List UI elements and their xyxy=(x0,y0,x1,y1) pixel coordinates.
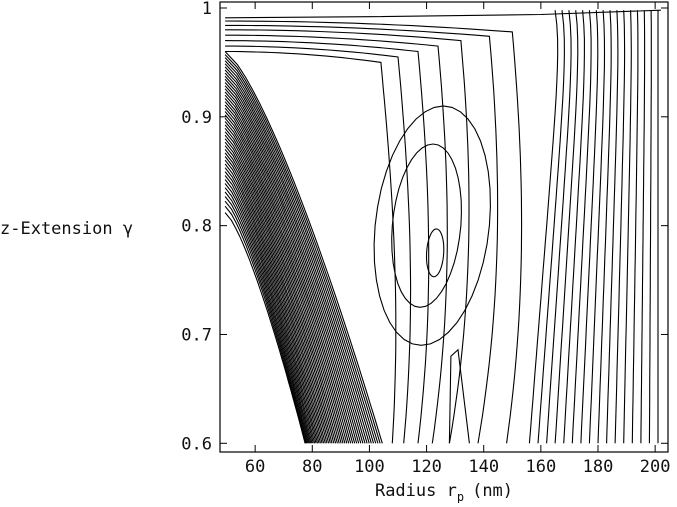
contour-line xyxy=(224,159,320,444)
contour-line xyxy=(224,114,342,444)
contour-line xyxy=(588,10,606,444)
contour-line xyxy=(580,10,599,444)
x-axis-title: Radius rp (nm) xyxy=(375,481,513,503)
contour-line xyxy=(640,10,646,444)
y-tick-label: 1 xyxy=(202,0,212,19)
contour-lines xyxy=(224,9,661,444)
contour-line xyxy=(571,10,592,444)
contour-line xyxy=(606,10,619,444)
contour-line xyxy=(224,69,370,444)
contour-line xyxy=(224,63,375,444)
x-tick-label: 180 xyxy=(583,457,614,477)
contour-line xyxy=(597,10,612,444)
y-tick-label: 0.6 xyxy=(181,434,212,454)
contour-line xyxy=(224,187,311,444)
contour-line xyxy=(391,143,462,308)
contour-line xyxy=(224,107,346,444)
contour-line xyxy=(448,348,470,444)
y-tick-label: 0.9 xyxy=(181,108,212,128)
contour-line xyxy=(224,66,372,444)
contour-line xyxy=(537,10,565,444)
x-title-subscript: p xyxy=(457,490,464,503)
contour-line xyxy=(631,10,639,444)
x-tick-label: 120 xyxy=(411,457,442,477)
contour-line xyxy=(224,156,322,444)
contour-line xyxy=(224,212,306,444)
contour-line xyxy=(224,179,313,444)
contour-line xyxy=(224,101,350,444)
contour-line xyxy=(224,163,319,444)
contour-line xyxy=(224,196,308,444)
contour-line xyxy=(425,228,445,278)
contour-line xyxy=(224,94,354,444)
y-tick-label: 0.8 xyxy=(181,217,212,237)
contour-line xyxy=(224,51,383,444)
x-tick-label: 60 xyxy=(245,457,265,477)
contour-line xyxy=(224,111,344,444)
contour-line xyxy=(224,127,335,444)
contour-line xyxy=(224,91,356,444)
x-tick-label: 80 xyxy=(302,457,322,477)
contour-line xyxy=(554,10,579,444)
contour-line xyxy=(224,82,362,444)
contour-line xyxy=(224,152,323,444)
contour-line xyxy=(225,29,470,444)
y-tick-label: 0.7 xyxy=(181,325,212,345)
contour-line xyxy=(224,191,310,444)
contour-line xyxy=(224,148,325,444)
x-tick-label: 100 xyxy=(354,457,385,477)
contour-line xyxy=(224,200,308,444)
contour-line xyxy=(563,10,585,444)
contour-line xyxy=(648,10,652,444)
contour-line xyxy=(614,10,626,444)
contour-line xyxy=(224,141,328,444)
contour-line xyxy=(224,78,364,444)
contour-line xyxy=(224,205,307,444)
contour-line xyxy=(224,145,326,444)
contour-line xyxy=(224,167,317,444)
contour-line xyxy=(224,175,314,444)
contour-line xyxy=(224,60,377,444)
contour-line xyxy=(224,88,358,444)
contour-line xyxy=(224,131,333,444)
contour-line xyxy=(224,72,368,444)
contour-line xyxy=(224,104,348,444)
contour-line xyxy=(528,10,559,444)
contour-line xyxy=(224,138,330,444)
x-tick-label: 200 xyxy=(640,457,671,477)
contour-line xyxy=(224,75,366,444)
plot-frame xyxy=(219,1,669,453)
contour-line xyxy=(224,98,352,444)
contour-line xyxy=(224,183,312,444)
contour-line xyxy=(623,10,632,444)
contour-line xyxy=(225,20,523,444)
x-title-unit: (nm) xyxy=(472,481,513,501)
contour-line xyxy=(224,171,316,444)
y-axis-title: z-Extension γ xyxy=(0,219,133,239)
contour-line xyxy=(225,45,412,444)
contour-line xyxy=(546,10,572,444)
contour-line xyxy=(224,134,331,444)
contour-line xyxy=(224,117,340,444)
contour-line xyxy=(224,85,360,444)
contour-line xyxy=(224,54,381,444)
contour-line xyxy=(224,124,337,444)
contour-line xyxy=(225,50,397,444)
x-tick-label: 160 xyxy=(525,457,556,477)
contour-line xyxy=(224,121,338,444)
contour-line xyxy=(225,40,430,444)
contour-line xyxy=(224,57,379,444)
contour-line xyxy=(225,24,499,444)
contour-line xyxy=(225,34,448,444)
x-title-main: Radius r xyxy=(375,481,457,501)
contour-line xyxy=(373,105,491,346)
contour-line xyxy=(225,9,661,19)
x-tick-label: 140 xyxy=(468,457,499,477)
